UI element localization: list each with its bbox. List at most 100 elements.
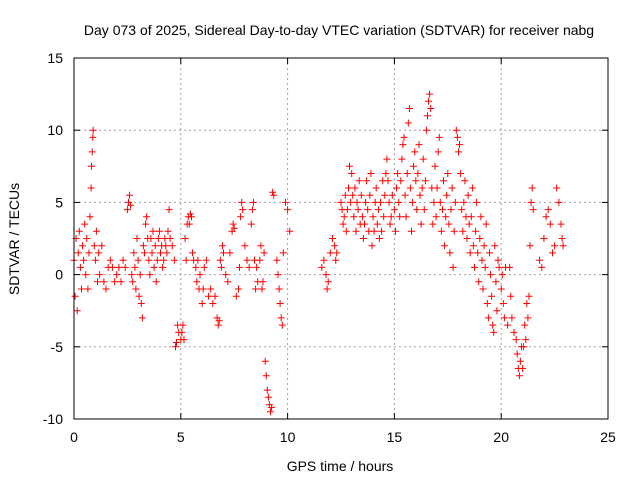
data-point [351,184,359,192]
data-point [245,263,253,271]
data-point [181,235,189,242]
data-point [479,285,487,293]
data-point [469,242,477,250]
data-point [87,184,95,192]
data-point [414,170,422,177]
data-point [526,242,534,250]
data-point [121,263,129,271]
data-point [260,249,268,257]
data-point [474,249,482,257]
data-point [249,198,257,206]
data-point [416,191,424,199]
data-point [252,285,260,293]
data-point [142,220,150,228]
data-point [89,126,97,134]
data-point [269,188,277,196]
data-point [429,220,437,228]
data-point [403,170,411,177]
data-point [239,206,247,214]
data-point [91,256,99,264]
data-point [513,350,521,358]
data-point [81,220,89,228]
y-tick-label: 15 [47,50,63,66]
data-point [475,278,483,286]
data-point [425,97,433,105]
data-point [126,191,133,199]
data-point [273,256,281,264]
data-point [137,300,145,307]
data-point [196,271,204,279]
data-point [381,191,389,199]
data-point [364,206,372,214]
data-point [373,220,381,228]
data-point [148,249,156,257]
data-point [498,271,506,279]
data-point [219,242,226,250]
data-point [194,256,202,264]
data-point [368,242,376,250]
data-point [141,249,148,257]
data-point [345,184,352,192]
data-point [346,162,353,170]
data-point [397,177,405,185]
data-point [90,242,98,250]
data-point [497,285,505,293]
data-point [136,271,144,279]
data-point [238,198,246,206]
data-point [349,191,357,199]
data-point [214,321,222,329]
data-point [153,256,161,264]
data-point [102,285,110,293]
data-point [340,213,348,221]
data-point [322,271,330,279]
data-point [493,307,501,315]
data-point [133,235,141,242]
data-point [551,242,559,250]
data-point [542,213,550,221]
data-point [123,206,131,214]
data-point [504,321,512,329]
data-point [521,321,529,329]
data-point [207,285,215,293]
data-point [422,126,430,134]
data-point [449,263,457,271]
data-point [205,292,213,300]
data-point [74,249,82,257]
data-point [198,300,206,307]
data-point [342,227,350,235]
data-point [162,242,170,250]
data-point [262,372,270,380]
data-point [71,292,79,300]
data-point [166,235,174,242]
data-point [441,242,449,250]
data-point [355,177,363,185]
data-point [111,278,119,286]
x-tick-label: 20 [493,429,509,445]
data-point [216,256,224,264]
data-point [193,278,201,286]
data-point [420,206,428,214]
data-point [339,220,347,228]
data-point [348,170,356,177]
data-point [82,271,90,279]
data-point [83,235,91,242]
data-point [436,198,444,206]
data-point [486,249,493,257]
data-point [404,119,412,127]
data-point [490,328,498,336]
data-point [173,339,180,346]
data-point [200,263,208,271]
data-point [160,256,168,264]
data-point [374,206,382,214]
data-point [519,365,527,372]
data-point [202,256,210,264]
data-point [168,242,176,250]
data-point [559,242,567,250]
data-point [510,328,518,336]
y-tick-label: 5 [55,194,63,210]
data-point [524,314,532,322]
data-point [117,278,125,286]
data-point [377,198,384,206]
data-point [417,220,425,228]
data-point [453,133,461,141]
